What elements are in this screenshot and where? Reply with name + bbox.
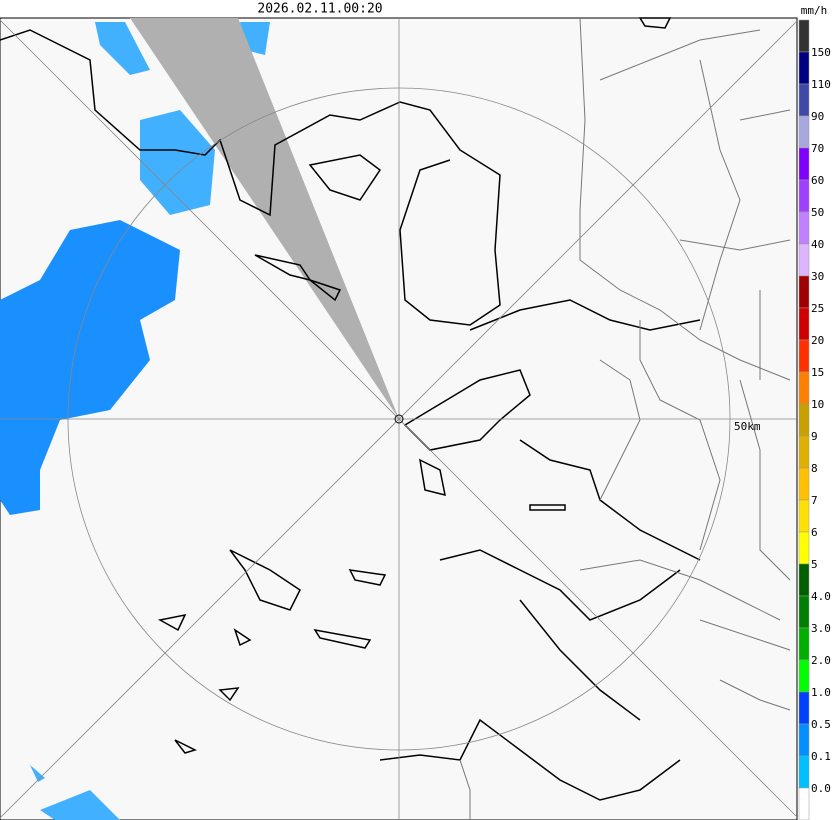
legend-swatch (798, 499, 810, 533)
legend-swatch (798, 211, 810, 245)
echo-area (40, 790, 120, 820)
coastline (308, 154, 531, 497)
echoes (0, 22, 270, 820)
legend-label: 50 (811, 206, 824, 219)
legend-label: 5 (811, 558, 818, 571)
legend-label: 60 (811, 174, 824, 187)
echo-area (95, 22, 150, 75)
guide-line (0, 20, 798, 819)
legend: 150 110 90 70 60 50 40 30 25 20 15 10 9 8 7 6 5 4.0 3.0 2.0… (798, 19, 831, 820)
legend-swatch (798, 595, 810, 629)
legend-swatch (798, 83, 810, 117)
legend-swatch (798, 371, 810, 405)
legend-swatch (798, 659, 810, 693)
legend-swatch (798, 531, 810, 565)
legend-swatch (798, 403, 810, 437)
legend-swatch (798, 627, 810, 661)
legend-swatch (798, 723, 810, 757)
legend-label: 3.0 (811, 622, 831, 635)
echo-area (0, 220, 180, 515)
legend-swatch (798, 51, 810, 85)
legend-label: 110 (811, 78, 831, 91)
legend-label: 0.5 (811, 718, 831, 731)
legend-label: 2.0 (811, 654, 831, 667)
legend-label: 150 (811, 46, 831, 59)
range-label: 50km (734, 420, 761, 433)
radar-site (394, 414, 404, 424)
coastlines (0, 17, 701, 801)
legend-swatch (798, 307, 810, 341)
legend-swatch (798, 115, 810, 149)
legend-label: 4.0 (811, 590, 831, 603)
coastline (379, 299, 701, 801)
echo-area (140, 110, 215, 215)
legend-swatch (798, 467, 810, 501)
timestamp: 2026.02.11.00:20 (257, 2, 382, 17)
legend-label: 0.1 (811, 750, 831, 763)
legend-label: 0.0 (811, 782, 831, 795)
legend-swatch (798, 339, 810, 373)
legend-swatch (798, 691, 810, 725)
legend-swatch (798, 147, 810, 181)
legend-label: 9 (811, 430, 818, 443)
map: 50km (0, 17, 798, 820)
blind-sector (130, 18, 399, 419)
echo-area (30, 765, 45, 782)
borders (459, 17, 791, 820)
guide-line (0, 19, 798, 818)
legend-unit: mm/h (801, 4, 828, 17)
legend-label: 6 (811, 526, 818, 539)
legend-label: 90 (811, 110, 824, 123)
legend-swatch (798, 243, 810, 277)
legend-label: 40 (811, 238, 824, 251)
legend-label: 7 (811, 494, 818, 507)
range-guides (0, 18, 798, 820)
legend-swatch (798, 563, 810, 597)
legend-label: 1.0 (811, 686, 831, 699)
island (157, 254, 566, 754)
legend-label: 15 (811, 366, 824, 379)
legend-label: 70 (811, 142, 824, 155)
legend-label: 30 (811, 270, 824, 283)
legend-swatch (798, 755, 810, 789)
legend-swatch (798, 179, 810, 213)
legend-label: 8 (811, 462, 818, 475)
island (638, 17, 672, 29)
legend-swatch (798, 19, 810, 53)
border (459, 17, 791, 820)
legend-swatch (798, 787, 810, 820)
legend-swatch (798, 275, 810, 309)
legend-label: 25 (811, 302, 824, 315)
coastline (0, 29, 501, 326)
legend-label: 10 (811, 398, 824, 411)
legend-swatch (798, 435, 810, 469)
legend-label: 20 (811, 334, 824, 347)
